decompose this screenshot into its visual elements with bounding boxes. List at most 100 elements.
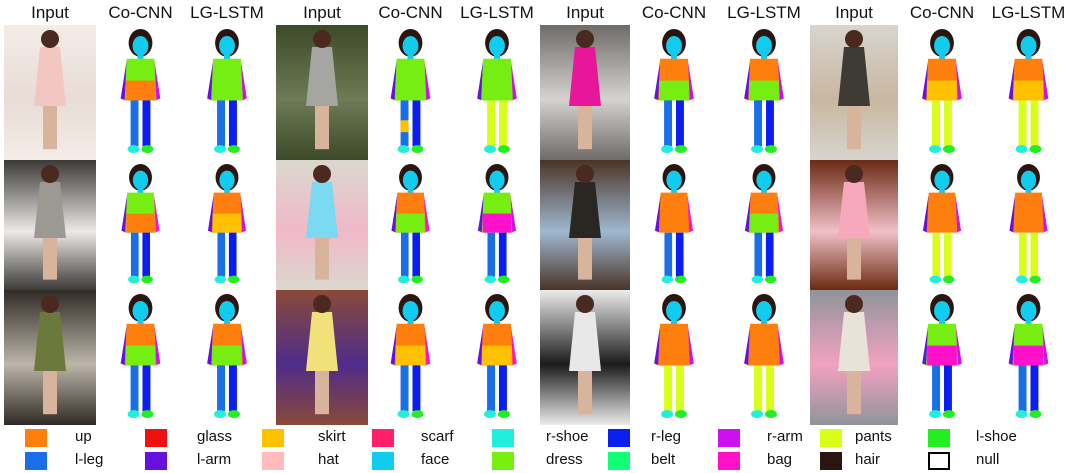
- right-shoe-segment: [411, 275, 423, 284]
- right-shoe-segment: [141, 145, 154, 154]
- neck-segment: [761, 187, 767, 194]
- neck-segment: [939, 53, 945, 60]
- face-segment: [132, 35, 149, 56]
- face-segment: [756, 35, 772, 56]
- person-clothing: [569, 312, 601, 371]
- mid-segment: [396, 213, 425, 233]
- input-photo: [540, 160, 630, 290]
- left-leg-segment: [487, 100, 496, 147]
- input-photo: [540, 290, 630, 425]
- right-leg-segment: [142, 100, 151, 147]
- lg-lstm-parsing: [744, 29, 784, 154]
- legend-swatch-scarf: [372, 429, 394, 447]
- neck-segment: [407, 318, 414, 325]
- legend-label-hat: hat: [318, 451, 339, 468]
- neck-segment: [939, 187, 945, 194]
- right-leg-segment: [412, 232, 421, 277]
- right-shoe-segment: [141, 275, 153, 284]
- column-header-input: Input: [31, 3, 69, 22]
- lg-lstm-parsing: [477, 164, 517, 284]
- person-legs: [315, 238, 329, 280]
- mid-segment: [1013, 80, 1044, 101]
- left-leg-segment: [217, 100, 226, 147]
- legend-label-null: null: [976, 451, 1000, 468]
- neck-segment: [407, 187, 414, 194]
- neck-segment: [494, 53, 500, 60]
- right-leg-segment: [498, 100, 507, 147]
- leg-mix-segment: [400, 120, 409, 133]
- left-shoe-segment: [214, 410, 227, 419]
- legend-swatch-glass: [145, 429, 167, 447]
- legend-swatch-r-leg: [608, 429, 630, 447]
- upper-clothes-segment: [211, 58, 243, 101]
- input-photo: [4, 290, 96, 425]
- left-shoe-segment: [484, 410, 497, 419]
- legend-swatch-bag: [718, 452, 740, 470]
- left-shoe-segment: [397, 145, 410, 154]
- right-leg-segment: [943, 232, 952, 277]
- right-leg-segment: [142, 365, 151, 412]
- face-segment: [1020, 300, 1037, 321]
- mid-segment: [125, 80, 156, 101]
- left-shoe-segment: [127, 145, 140, 154]
- left-leg-segment: [130, 232, 139, 277]
- co-cnn-parsing: [922, 29, 962, 154]
- left-shoe-segment: [1016, 275, 1028, 284]
- face-segment: [489, 170, 505, 190]
- face-segment: [934, 35, 950, 56]
- lg-lstm-parsing: [477, 29, 517, 154]
- person-clothing: [838, 47, 870, 106]
- person-clothing: [569, 182, 601, 238]
- left-shoe-segment: [661, 410, 674, 419]
- left-leg-segment: [130, 365, 139, 412]
- left-shoe-segment: [128, 275, 140, 284]
- mid-segment: [749, 80, 779, 101]
- input-photo: [810, 290, 898, 425]
- legend-swatch-hat: [262, 452, 284, 470]
- column-header-co-cnn: Co-CNN: [108, 3, 173, 22]
- upper-clothes-segment: [394, 58, 427, 101]
- legend-label-scarf: scarf: [421, 428, 454, 445]
- mid-segment: [1013, 345, 1044, 366]
- upper-clothes-segment: [1013, 192, 1044, 233]
- person-clothing: [34, 47, 66, 106]
- person-head: [576, 30, 594, 48]
- face-segment: [666, 170, 682, 190]
- legend-swatch-l-arm: [145, 452, 167, 470]
- person-clothing: [306, 312, 338, 371]
- legend-label-face: face: [421, 451, 450, 468]
- right-shoe-segment: [942, 145, 955, 154]
- lg-lstm-parsing: [207, 294, 247, 419]
- right-shoe-segment: [764, 275, 777, 284]
- legend-swatch-dress: [492, 452, 514, 470]
- right-shoe-segment: [141, 410, 154, 419]
- face-segment: [934, 170, 950, 190]
- mid-segment: [927, 345, 957, 366]
- right-leg-segment: [412, 365, 421, 412]
- right-leg-segment: [1030, 100, 1039, 147]
- lg-lstm-parsing: [744, 164, 784, 284]
- right-leg-segment: [228, 365, 237, 412]
- person-legs: [315, 371, 329, 415]
- lg-lstm-parsing: [1008, 294, 1049, 419]
- right-shoe-segment: [942, 410, 955, 419]
- left-shoe-segment: [751, 275, 764, 284]
- left-leg-segment: [754, 232, 763, 277]
- mid-segment: [212, 345, 242, 366]
- co-cnn-parsing: [390, 294, 431, 419]
- column-header-input: Input: [835, 3, 873, 22]
- mid-segment: [659, 80, 689, 101]
- neck-segment: [761, 318, 767, 325]
- person-photo-figure: [34, 30, 66, 150]
- lg-lstm-parsing: [477, 294, 517, 419]
- legend-label-belt: belt: [651, 451, 676, 468]
- right-leg-segment: [498, 365, 507, 412]
- right-shoe-segment: [497, 410, 510, 419]
- neck-segment: [761, 53, 767, 60]
- legend-swatch-belt: [608, 452, 630, 470]
- mid-segment: [126, 213, 155, 233]
- right-shoe-segment: [674, 410, 687, 419]
- right-leg-segment: [228, 232, 237, 277]
- neck-segment: [407, 53, 414, 60]
- left-shoe-segment: [1015, 145, 1028, 154]
